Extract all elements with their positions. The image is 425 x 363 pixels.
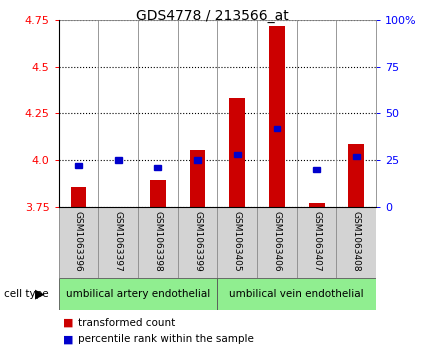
- Text: transformed count: transformed count: [78, 318, 175, 328]
- Bar: [217, 278, 376, 310]
- Bar: [59, 278, 217, 310]
- Text: ■: ■: [63, 334, 74, 344]
- Bar: [348, 144, 364, 207]
- Text: GSM1063396: GSM1063396: [74, 211, 83, 272]
- Bar: [353, 154, 360, 159]
- Text: GSM1063407: GSM1063407: [312, 211, 321, 272]
- Bar: [230, 98, 245, 207]
- Text: GSM1063399: GSM1063399: [193, 211, 202, 272]
- Text: cell type: cell type: [4, 289, 49, 299]
- Text: GSM1063398: GSM1063398: [153, 211, 162, 272]
- Text: GSM1063406: GSM1063406: [272, 211, 281, 272]
- Bar: [155, 165, 161, 170]
- Bar: [194, 158, 201, 163]
- Bar: [115, 158, 122, 163]
- Text: GSM1063408: GSM1063408: [352, 211, 361, 272]
- Bar: [309, 203, 325, 207]
- Bar: [71, 187, 86, 207]
- Text: GSM1063405: GSM1063405: [233, 211, 242, 272]
- Bar: [150, 180, 166, 207]
- Bar: [75, 163, 82, 168]
- Text: percentile rank within the sample: percentile rank within the sample: [78, 334, 254, 344]
- Text: GSM1063397: GSM1063397: [113, 211, 123, 272]
- Text: GDS4778 / 213566_at: GDS4778 / 213566_at: [136, 9, 289, 23]
- Text: umbilical artery endothelial: umbilical artery endothelial: [66, 289, 210, 299]
- Bar: [110, 207, 126, 210]
- Text: umbilical vein endothelial: umbilical vein endothelial: [230, 289, 364, 299]
- Text: ■: ■: [63, 318, 74, 328]
- Bar: [274, 126, 280, 131]
- Bar: [190, 150, 205, 207]
- Text: ▶: ▶: [35, 287, 44, 301]
- Bar: [269, 25, 285, 207]
- Bar: [313, 167, 320, 172]
- Bar: [234, 152, 241, 157]
